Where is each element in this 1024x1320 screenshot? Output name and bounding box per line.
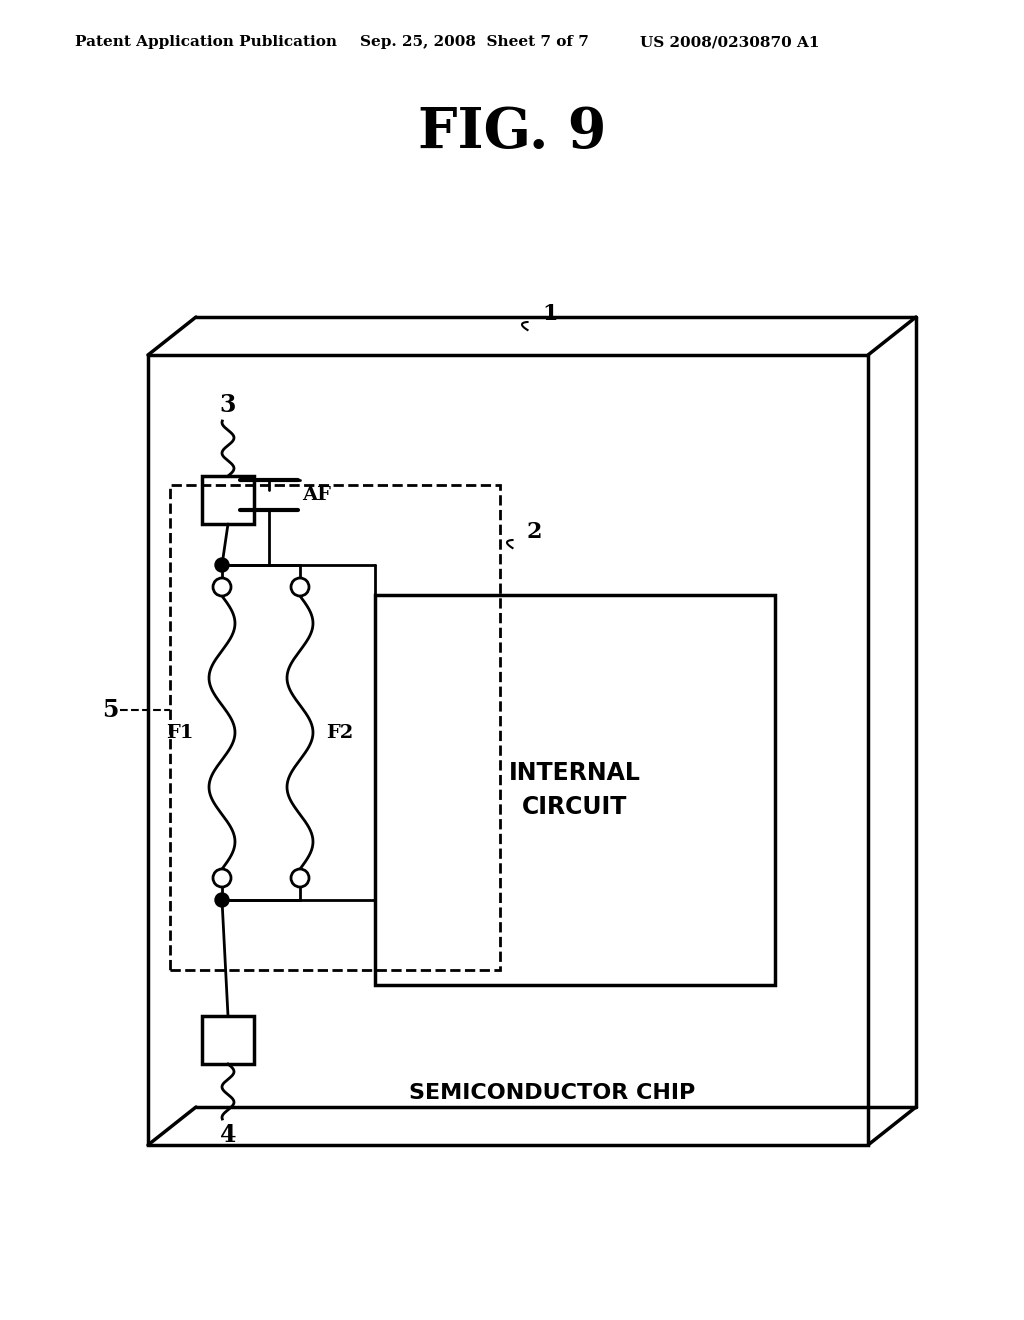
Text: 3: 3 <box>220 393 237 417</box>
Text: SEMICONDUCTOR CHIP: SEMICONDUCTOR CHIP <box>409 1082 695 1104</box>
Circle shape <box>213 869 231 887</box>
Text: AF: AF <box>302 486 331 504</box>
Text: 1: 1 <box>542 304 557 325</box>
Bar <box>148 355 868 1144</box>
Bar <box>202 1016 254 1064</box>
Text: F1: F1 <box>167 723 194 742</box>
Text: 5: 5 <box>101 698 118 722</box>
Text: US 2008/0230870 A1: US 2008/0230870 A1 <box>640 36 819 49</box>
Text: 4: 4 <box>220 1123 237 1147</box>
Circle shape <box>215 558 229 572</box>
Text: 2: 2 <box>527 521 543 543</box>
Text: INTERNAL
CIRCUIT: INTERNAL CIRCUIT <box>509 762 641 818</box>
Text: Sep. 25, 2008  Sheet 7 of 7: Sep. 25, 2008 Sheet 7 of 7 <box>360 36 589 49</box>
Circle shape <box>215 894 229 907</box>
Text: Patent Application Publication: Patent Application Publication <box>75 36 337 49</box>
Bar <box>170 484 500 970</box>
Circle shape <box>291 578 309 597</box>
Text: FIG. 9: FIG. 9 <box>418 106 606 160</box>
Circle shape <box>213 578 231 597</box>
Circle shape <box>291 869 309 887</box>
Bar <box>375 595 775 985</box>
Bar <box>202 477 254 524</box>
Text: F2: F2 <box>326 723 353 742</box>
